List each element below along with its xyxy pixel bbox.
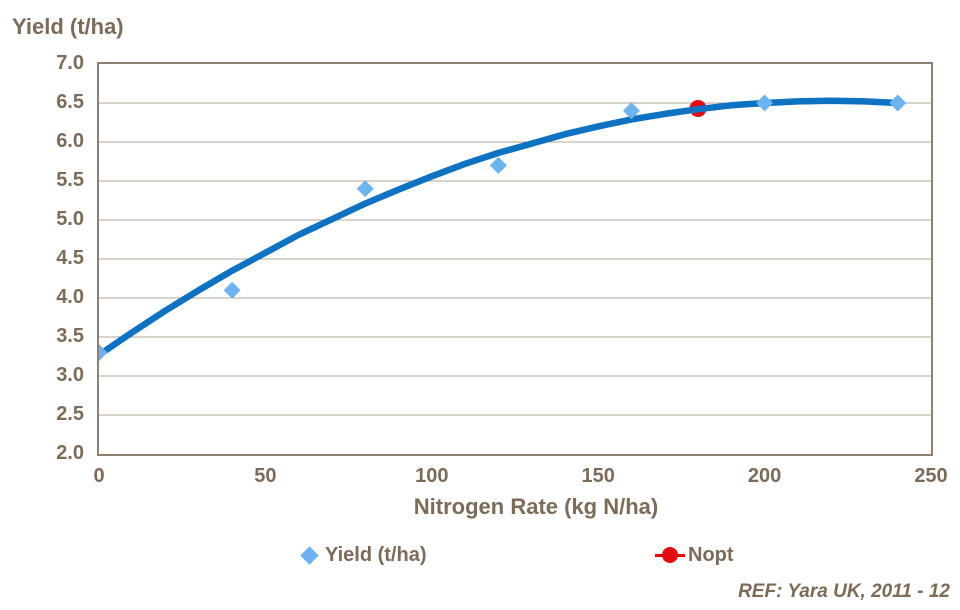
x-tick-label: 250 [914,465,948,487]
x-tick-label: 0 [93,465,105,487]
y-tick-label: 2.5 [56,403,84,425]
y-tick-label: 5.5 [56,169,84,191]
y-axis-title: Yield (t/ha) [12,14,124,39]
yield-data-point [489,156,507,174]
y-tick-label: 4.5 [56,247,84,269]
yield-data-point [622,102,640,120]
yield-data-point [889,94,907,112]
x-tick-label: 100 [415,465,449,487]
yield-data-point [99,344,108,362]
nopt-circle-marker-icon [655,547,685,564]
legend-item-nopt: Nopt [655,544,734,567]
plot-area [97,62,933,456]
x-tick-label: 50 [254,465,277,487]
chart-svg [99,94,931,416]
yield-data-point [756,94,774,112]
x-axis-title: Nitrogen Rate (kg N/ha) [413,494,659,519]
legend-label-yield: Yield (t/ha) [325,544,427,566]
y-tick-label: 6.0 [56,130,84,152]
legend-item-yield: Yield (t/ha) [300,544,427,567]
y-tick-label: 3.5 [56,325,84,347]
reference-note: REF: Yara UK, 2011 - 12 [738,581,950,602]
y-tick-label: 2.0 [56,442,84,464]
yield-data-point [356,180,374,198]
x-tick-label: 150 [581,465,615,487]
y-tick-label: 5.0 [56,208,84,230]
y-tick-label: 6.5 [56,91,84,113]
legend-label-nopt: Nopt [688,544,734,566]
x-tick-label: 200 [747,465,782,487]
yield-diamond-marker-icon [300,546,319,565]
y-tick-label: 3.0 [56,364,84,386]
y-tick-label: 7.0 [56,52,84,74]
y-tick-label: 4.0 [56,286,84,308]
yield-data-point [223,281,241,299]
